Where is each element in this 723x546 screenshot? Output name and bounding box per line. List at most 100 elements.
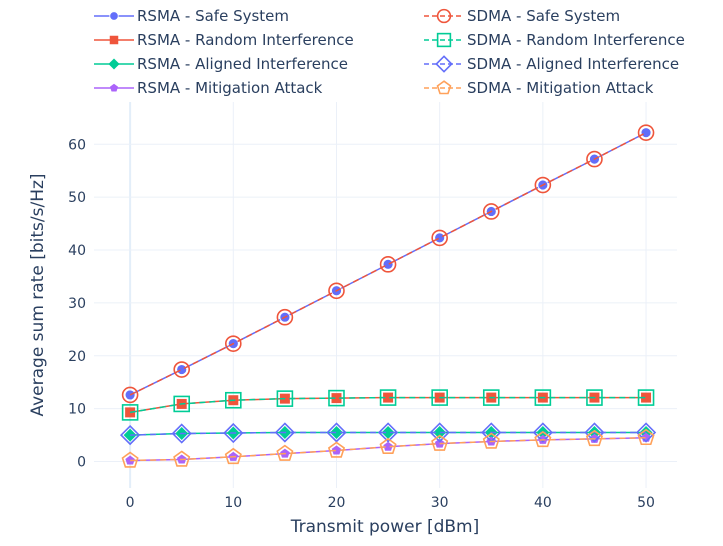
x-tick-label: 30: [431, 495, 449, 511]
data-point-marker[interactable]: [276, 390, 294, 407]
data-point-marker[interactable]: [640, 127, 652, 139]
y-axis-title: Average sum rate [bits/s/Hz]: [28, 173, 48, 416]
data-point-marker[interactable]: [121, 386, 139, 404]
data-point-marker[interactable]: [379, 437, 397, 455]
legend-label: RSMA - Mitigation Attack: [137, 79, 323, 97]
data-point-marker[interactable]: [276, 308, 294, 326]
data-point-marker[interactable]: [482, 389, 500, 406]
data-point-marker[interactable]: [125, 407, 136, 418]
x-tick-label: 20: [328, 495, 346, 511]
data-point-marker[interactable]: [331, 393, 342, 404]
legend-marker: [436, 8, 452, 24]
legend-marker: [109, 35, 119, 45]
data-point-marker[interactable]: [534, 389, 552, 406]
data-point-marker[interactable]: [328, 389, 345, 407]
tick-labels: 0 10 20 30 40 50 0 10 20 30 40 50 60: [68, 137, 655, 511]
data-point-marker[interactable]: [225, 391, 242, 409]
series-line: [129, 396, 647, 414]
legend-label: RSMA - Random Interference: [137, 31, 354, 49]
data-point-marker[interactable]: [329, 425, 343, 439]
legend-marker: [108, 58, 120, 70]
y-tick-label: 60: [68, 137, 86, 153]
data-point-marker[interactable]: [121, 451, 139, 468]
data-point-marker[interactable]: [637, 389, 655, 406]
series-line: [130, 437, 647, 462]
legend-label: SDMA - Safe System: [467, 7, 620, 25]
series-sdma-mitigation-attack: [121, 428, 655, 468]
legend-label: RSMA - Safe System: [137, 7, 289, 25]
data-point-marker[interactable]: [379, 389, 397, 406]
data-point-marker[interactable]: [637, 124, 655, 141]
data-point-marker[interactable]: [534, 430, 552, 448]
data-point-marker[interactable]: [431, 434, 449, 451]
data-point-marker[interactable]: [635, 422, 657, 443]
data-point-marker[interactable]: [585, 429, 604, 447]
data-point-marker[interactable]: [584, 422, 605, 443]
data-point-marker[interactable]: [328, 282, 345, 300]
x-tick-label: 40: [534, 495, 552, 511]
data-point-marker[interactable]: [586, 389, 603, 406]
legend-item[interactable]: RSMA - Mitigation Attack: [94, 79, 323, 97]
data-point-marker[interactable]: [532, 422, 553, 443]
y-tick-label: 20: [68, 349, 86, 365]
data-point-marker[interactable]: [173, 450, 191, 467]
x-tick-label: 50: [637, 495, 655, 511]
legend-label: SDMA - Aligned Interference: [467, 55, 679, 73]
data-point-marker[interactable]: [383, 441, 393, 451]
data-point-marker[interactable]: [121, 404, 139, 421]
legend-marker: [109, 83, 119, 92]
legend-label: RSMA - Aligned Interference: [137, 55, 348, 73]
data-point-marker[interactable]: [482, 432, 500, 449]
legend-item[interactable]: SDMA - Safe System: [424, 7, 620, 25]
legend-item[interactable]: RSMA - Random Interference: [94, 31, 354, 49]
data-point-marker[interactable]: [383, 392, 394, 403]
legend-item[interactable]: SDMA - Mitigation Attack: [424, 79, 654, 97]
data-point-marker[interactable]: [173, 361, 191, 378]
data-point-marker[interactable]: [224, 447, 242, 465]
data-point-marker[interactable]: [641, 392, 652, 403]
data-point-marker[interactable]: [434, 232, 446, 244]
data-point-marker[interactable]: [223, 422, 244, 444]
legend-item[interactable]: SDMA - Random Interference: [424, 31, 685, 49]
data-point-marker[interactable]: [381, 425, 395, 439]
data-point-marker[interactable]: [377, 422, 399, 443]
data-point-marker[interactable]: [433, 425, 447, 439]
data-point-marker[interactable]: [176, 364, 188, 375]
data-point-marker[interactable]: [173, 395, 191, 413]
legend-item[interactable]: RSMA - Safe System: [94, 7, 289, 25]
data-point-marker[interactable]: [331, 445, 342, 455]
data-point-marker[interactable]: [382, 258, 394, 270]
data-point-marker[interactable]: [225, 335, 242, 352]
y-tick-label: 0: [77, 455, 86, 471]
data-point-marker[interactable]: [431, 229, 448, 247]
data-point-marker[interactable]: [276, 444, 294, 461]
data-point-marker[interactable]: [431, 389, 448, 406]
data-point-marker[interactable]: [379, 256, 397, 273]
data-point-marker[interactable]: [637, 428, 655, 446]
legend-marker: [435, 55, 453, 73]
data-point-marker[interactable]: [586, 150, 603, 168]
data-point-marker[interactable]: [482, 203, 500, 220]
data-point-marker[interactable]: [534, 176, 552, 194]
data-point-marker[interactable]: [119, 424, 141, 446]
data-point-marker[interactable]: [124, 389, 136, 401]
series-line: [129, 132, 647, 396]
series-sdma-safe-system: [121, 124, 655, 404]
x-tick-label: 10: [224, 495, 242, 511]
legend-label: SDMA - Random Interference: [467, 31, 685, 49]
y-tick-label: 30: [68, 296, 86, 312]
legend-item[interactable]: RSMA - Aligned Interference: [94, 55, 348, 73]
data-point-marker[interactable]: [171, 423, 192, 444]
legend-marker: [436, 80, 452, 95]
x-axis-title: Transmit power [dBm]: [290, 517, 480, 537]
data-point-marker[interactable]: [274, 422, 296, 443]
data-point-marker[interactable]: [429, 422, 450, 443]
series-sdma-random-interference: [121, 389, 655, 421]
series-layer: [119, 124, 657, 468]
y-tick-label: 40: [68, 243, 86, 259]
legend[interactable]: RSMA - Safe System RSMA - Random Interfer…: [94, 7, 685, 97]
legend-marker: [436, 32, 452, 48]
legend-item[interactable]: SDMA - Aligned Interference: [424, 55, 679, 73]
data-point-marker[interactable]: [327, 441, 346, 458]
